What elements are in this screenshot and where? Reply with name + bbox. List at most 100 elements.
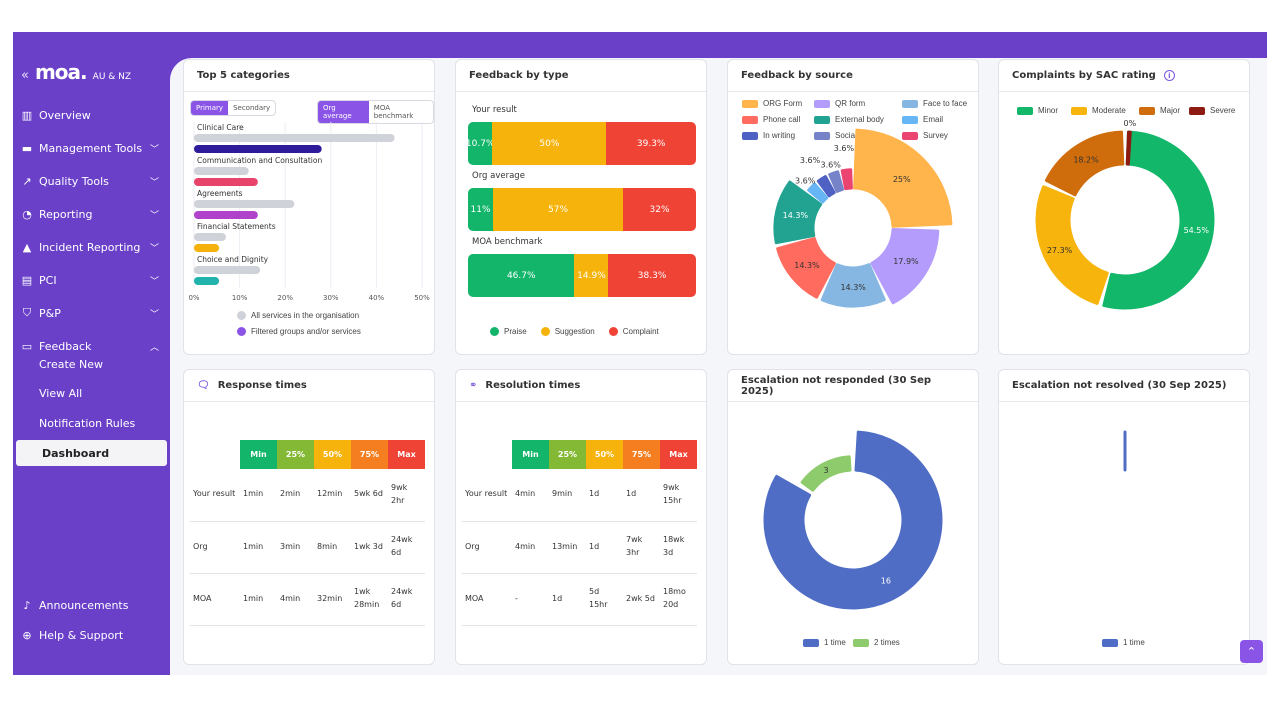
help-support-button[interactable]: ⊕ Help & Support: [13, 622, 171, 648]
legend-item[interactable]: Survey: [902, 131, 948, 140]
resolution-times-card: ⚭ Resolution times Min 25% 50% 75% Max Your re…: [455, 369, 707, 665]
sidebar-item-feedback[interactable]: ▭ Feedback ︿: [13, 333, 171, 359]
row-label: Org: [190, 521, 240, 574]
info-icon[interactable]: i: [1163, 70, 1175, 81]
sidebar-item-reporting[interactable]: ◔ Reporting ﹀: [13, 201, 171, 227]
cell-value: 4min: [512, 521, 549, 574]
legend-item[interactable]: Phone call: [742, 115, 800, 124]
chevron-down-icon[interactable]: ﹀: [149, 276, 159, 287]
legend-item[interactable]: Major: [1139, 106, 1180, 115]
header-3: 75%: [623, 440, 660, 469]
legend-item[interactable]: Severe: [1189, 106, 1235, 115]
segment-praise: 46.7%: [468, 254, 575, 297]
slice-label: 3: [823, 466, 828, 475]
cell-value: 1d: [549, 573, 586, 626]
slice-minor: [1102, 130, 1215, 310]
legend-item[interactable]: Minor: [1017, 106, 1058, 115]
legend-item[interactable]: 2 times: [853, 638, 900, 647]
chat-icon: 🗨: [197, 380, 210, 391]
logo: « moa. AU & NZ: [21, 60, 131, 84]
slice-label: 17.9%: [893, 257, 919, 266]
sidebar-sub-dashboard[interactable]: Dashboard: [16, 440, 167, 466]
chevron-down-icon[interactable]: ﹀: [149, 243, 159, 254]
scroll-top-button[interactable]: ⌃: [1240, 640, 1263, 663]
segment-suggestion: 14.9%: [574, 254, 609, 297]
cell-value: 5d 15hr: [586, 573, 623, 626]
legend-item[interactable]: In writing: [742, 131, 795, 140]
slice-label: 20: [1120, 585, 1130, 594]
feedback-by-source-card: Feedback by source ORG Form QR form Face t…: [727, 59, 979, 355]
benchmark-toggle[interactable]: Org average MOA benchmark: [317, 100, 434, 124]
announcements-button[interactable]: ♪ Announcements: [13, 592, 171, 618]
sac-donut: 54.5% 27.3% 18.2% 0%: [1035, 119, 1215, 310]
toolbox-icon: ▬: [21, 141, 33, 155]
sidebar-item-label: Overview: [39, 108, 91, 122]
slice-label: 14.3%: [783, 211, 809, 220]
toggle-primary[interactable]: Primary: [191, 101, 229, 115]
sidebar-sub-notification-rules[interactable]: Notification Rules: [13, 410, 171, 436]
chevron-down-icon[interactable]: ﹀: [149, 309, 159, 320]
toggle-org-average[interactable]: Org average: [318, 101, 369, 123]
sidebar-sub-create-new[interactable]: Create New: [13, 351, 171, 377]
row-label: Your result: [190, 469, 240, 522]
legend-item[interactable]: External body: [814, 115, 884, 124]
slice-label: 3.6%: [795, 177, 816, 186]
legend-item[interactable]: ORG Form: [742, 99, 802, 108]
slice-email: [807, 182, 829, 204]
sidebar-item-p-p[interactable]: ⛉ P&P ﹀: [13, 300, 171, 326]
toggle-moa-benchmark[interactable]: MOA benchmark: [373, 104, 414, 120]
legend-item[interactable]: QR form: [814, 99, 865, 108]
line-chart-icon: ↗: [22, 174, 32, 188]
legend-item[interactable]: 1 time: [1102, 638, 1145, 647]
slice-label: 14.3%: [794, 261, 820, 270]
table-row: MOA -1d 5d 15hr 2wk 5d 18mo 20d: [462, 573, 697, 626]
handshake-icon: ⚭: [469, 380, 478, 391]
legend-swatch: [902, 131, 918, 140]
sidebar-item-pci[interactable]: ▤ PCI ﹀: [13, 267, 171, 293]
sidebar-sub-label: View All: [39, 386, 83, 400]
brand-region: AU & NZ: [92, 72, 132, 82]
response-times-card: 🗨 Response times Min 25% 50% 75% Max Your resu…: [183, 369, 435, 665]
sidebar-item-incident-reporting[interactable]: ▲ Incident Reporting ﹀: [13, 234, 171, 260]
collapse-sidebar-icon[interactable]: «: [21, 68, 29, 83]
cell-value: 4min: [277, 573, 314, 626]
legend-item[interactable]: Email: [902, 115, 943, 124]
sidebar-item-label: P&P: [39, 306, 61, 320]
sidebar-sub-view-all[interactable]: View All: [13, 380, 171, 406]
legend-item[interactable]: Moderate: [1071, 106, 1126, 115]
cell-value: 12min: [314, 469, 351, 522]
segment-suggestion: 50%: [492, 122, 607, 165]
row-label: MOA: [462, 573, 512, 626]
slice-label: 54.5%: [1184, 226, 1210, 235]
legend-item[interactable]: 1 time: [803, 638, 846, 647]
header-2: 50%: [314, 440, 351, 469]
bell-icon: ♪: [23, 598, 31, 612]
cell-value: 1d: [623, 469, 660, 522]
chat-icon: ▭: [21, 339, 33, 353]
legend-swatch: [814, 115, 830, 124]
header-row: Min 25% 50% 75% Max: [190, 440, 425, 469]
sidebar-item-label: Quality Tools: [39, 174, 109, 188]
chevron-down-icon[interactable]: ﹀: [149, 144, 159, 155]
list-icon: ▤: [21, 273, 33, 287]
sidebar-item-management-tools[interactable]: ▬ Management Tools ﹀: [13, 135, 171, 161]
table-row: Your result 4min 9min 1d 1d 9wk 15hr: [462, 469, 697, 522]
legend-all-services: All services in the organisation: [237, 311, 359, 320]
sidebar-item-overview[interactable]: ▥ Overview: [13, 102, 171, 128]
table-row: Your result 1min 2min 12min 5wk 6d 9wk 2hr: [190, 469, 425, 522]
stacked-bar: 46.7% 14.9% 38.3%: [468, 254, 696, 297]
slice-2-times: [800, 455, 852, 492]
chevron-down-icon[interactable]: ﹀: [149, 210, 159, 221]
sidebar-item-label: PCI: [39, 273, 57, 287]
sidebar-item-label: Management Tools: [39, 141, 143, 155]
chevron-down-icon[interactable]: ﹀: [149, 177, 159, 188]
cell-value: 5wk 6d: [351, 469, 388, 522]
legend-item[interactable]: Face to face: [902, 99, 967, 108]
primary-secondary-toggle[interactable]: Primary Secondary: [190, 100, 277, 116]
legend-swatch: [1139, 106, 1155, 115]
toggle-secondary[interactable]: Secondary: [233, 104, 271, 112]
slice-org-form: [853, 128, 953, 228]
bar-all-services: [194, 233, 226, 241]
chevron-up-icon[interactable]: ︿: [149, 342, 159, 353]
sidebar-item-quality-tools[interactable]: ↗ Quality Tools ﹀: [13, 168, 171, 194]
